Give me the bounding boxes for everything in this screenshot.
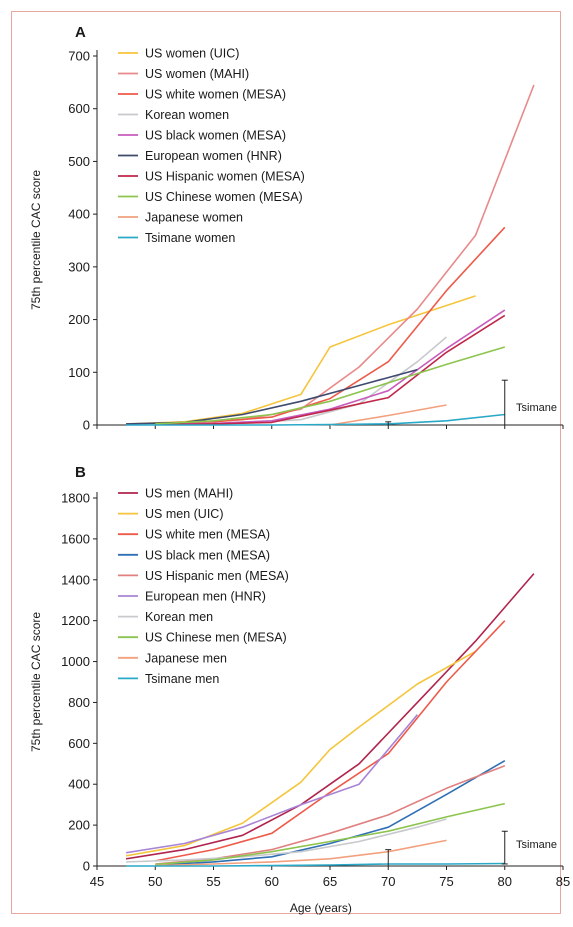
legend-label: European women (HNR) xyxy=(145,149,282,163)
series-line-tsimane-men xyxy=(126,862,505,867)
legend-label: US men (UIC) xyxy=(145,507,223,521)
series-line-us-white-men-mesa xyxy=(155,620,506,862)
x-axis-label: Age (years) xyxy=(290,901,352,915)
y-tick-label: 400 xyxy=(68,207,90,222)
legend-label: Tsimane women xyxy=(145,231,235,245)
figure-frame xyxy=(11,11,561,914)
legend-label: US black women (MESA) xyxy=(145,129,286,143)
y-tick-label: 400 xyxy=(68,777,90,792)
legend-label: US white women (MESA) xyxy=(145,88,286,102)
tsimane-annotation: Tsimane xyxy=(516,402,557,414)
y-tick-label: 1400 xyxy=(61,572,90,587)
series-line-japanese-women xyxy=(329,404,447,426)
legend-label: US Hispanic women (MESA) xyxy=(145,170,305,184)
legend-label: US women (MAHI) xyxy=(145,67,249,81)
series-line-us-black-men-mesa xyxy=(155,760,506,866)
x-tick-label: 75 xyxy=(439,874,453,889)
legend-label: Japanese men xyxy=(145,651,227,665)
legend-label: US men (MAHI) xyxy=(145,487,233,501)
legend-label: US women (UIC) xyxy=(145,47,239,61)
y-tick-label: 0 xyxy=(83,859,90,874)
legend-label: Japanese women xyxy=(145,211,243,225)
y-tick-label: 600 xyxy=(68,736,90,751)
series-line-us-men-mahi xyxy=(125,573,535,860)
tsimane-annotation: Tsimane xyxy=(516,839,557,851)
y-tick-label: 1800 xyxy=(61,491,90,506)
x-tick-label: 70 xyxy=(381,874,395,889)
legend-label: Tsimane men xyxy=(145,672,219,686)
x-tick-label: 45 xyxy=(90,874,104,889)
series-line-us-chinese-men-mesa xyxy=(155,802,505,866)
series-line-us-black-women-mesa xyxy=(155,309,506,425)
legend-label: European men (HNR) xyxy=(145,590,266,604)
legend-label: US white men (MESA) xyxy=(145,528,270,542)
series-line-us-chinese-women-mesa xyxy=(155,346,506,425)
series-line-tsimane-women xyxy=(126,413,505,426)
y-tick-label: 1200 xyxy=(61,613,90,628)
y-tick-label: 200 xyxy=(68,818,90,833)
y-tick-label: 800 xyxy=(68,695,90,710)
legend-label: Korean women xyxy=(145,108,229,122)
y-tick-label: 300 xyxy=(68,259,90,274)
y-tick-label: 1600 xyxy=(61,531,90,546)
series-line-us-hispanic-women-mesa xyxy=(155,314,506,426)
y-tick-label: 100 xyxy=(68,365,90,380)
chart-panel-a: A 75th percentile CAC score 0 100 200 300 400 5… xyxy=(29,24,564,433)
y-tick-label: 0 xyxy=(83,418,90,433)
legend-label: US black men (MESA) xyxy=(145,548,270,562)
series-line-us-white-women-mesa xyxy=(155,226,506,425)
y-axis-label: 75th percentile CAC score xyxy=(29,170,43,310)
y-tick-label: 600 xyxy=(68,101,90,116)
series-line-japanese-men xyxy=(155,839,447,867)
series-line-korean-men xyxy=(126,818,447,863)
legend-label: US Chinese men (MESA) xyxy=(145,631,287,645)
legend-label: US Hispanic men (MESA) xyxy=(145,569,289,583)
series-line-european-men-hnr xyxy=(125,714,419,854)
legend-label: US Chinese women (MESA) xyxy=(145,190,303,204)
x-tick-label: 80 xyxy=(498,874,512,889)
x-tick-label: 85 xyxy=(556,874,570,889)
x-tick-label: 50 xyxy=(148,874,162,889)
x-tick-label: 55 xyxy=(206,874,220,889)
series-line-us-men-uic xyxy=(125,650,476,857)
y-tick-label: 500 xyxy=(68,154,90,169)
series-line-european-women-hnr xyxy=(126,368,418,425)
y-tick-label: 200 xyxy=(68,312,90,327)
y-tick-label: 700 xyxy=(68,49,90,64)
y-tick-label: 1000 xyxy=(61,654,90,669)
series-line-us-women-uic xyxy=(126,295,476,425)
panel-label: B xyxy=(75,464,86,481)
x-tick-label: 60 xyxy=(265,874,279,889)
chart-panel-b: B 75th percentile CAC score 0 200 400 600 800 1… xyxy=(29,464,570,915)
panel-label: A xyxy=(75,24,86,41)
y-axis-label: 75th percentile CAC score xyxy=(29,612,43,752)
x-tick-label: 65 xyxy=(323,874,337,889)
legend-label: Korean men xyxy=(145,610,213,624)
